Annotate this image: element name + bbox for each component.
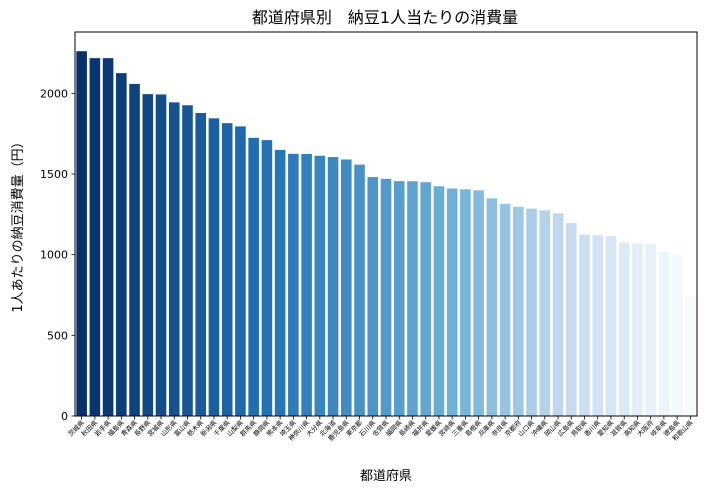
bar [195, 112, 207, 417]
bar [155, 94, 167, 416]
bar [658, 252, 670, 416]
x-axis-ticks: 茨城県秋田県岩手県福島県青森県長野県宮城県山形県富山県栃木県新潟県千葉県山梨県群… [66, 416, 695, 443]
bar [288, 153, 299, 416]
bar [499, 203, 511, 416]
bar [671, 254, 683, 416]
bar [142, 94, 154, 417]
bar [76, 51, 87, 416]
bar [380, 178, 392, 416]
bar [261, 140, 273, 416]
bar [618, 242, 630, 416]
bar [393, 181, 405, 416]
bar [579, 234, 590, 416]
bar [116, 73, 127, 416]
bar [182, 105, 193, 416]
bar [301, 153, 312, 417]
bar [685, 295, 696, 416]
bar [420, 182, 431, 416]
bar [513, 206, 524, 416]
y-axis-ticks: 0 500 1000 1500 2000 [40, 87, 75, 423]
bar [565, 223, 577, 416]
bar [314, 155, 326, 416]
bar [208, 118, 220, 416]
bar [433, 186, 445, 416]
bar [592, 235, 604, 416]
plot-frame [74, 31, 698, 417]
y-tick-label: 0 [61, 410, 68, 423]
bar [605, 235, 617, 416]
bar [446, 188, 458, 416]
y-tick-label: 500 [47, 329, 68, 342]
bar [473, 190, 484, 416]
bar [235, 126, 246, 416]
bar [89, 58, 101, 416]
bar [486, 198, 498, 416]
bar [645, 244, 656, 416]
bar [102, 58, 114, 416]
y-axis-label: 1人あたりの納豆消費量（円） [11, 135, 26, 312]
y-tick-label: 1000 [40, 249, 68, 262]
bar [168, 102, 180, 416]
bar [367, 177, 379, 416]
bar [552, 213, 564, 416]
chart-title: 都道府県別 納豆1人当たりの消費量 [252, 8, 518, 27]
bar [632, 243, 643, 416]
y-tick-label: 1500 [40, 168, 68, 181]
bar [526, 208, 537, 416]
bar [354, 164, 365, 416]
bar [129, 83, 140, 416]
bars-group [76, 51, 696, 417]
bar [539, 210, 551, 416]
bar [248, 137, 259, 416]
bar [407, 181, 418, 416]
bar [460, 189, 471, 416]
y-tick-label: 2000 [40, 87, 68, 100]
bar [221, 123, 233, 416]
bar [274, 149, 286, 416]
x-axis-label: 都道府県 [360, 469, 412, 484]
bar [341, 159, 352, 416]
bar [327, 157, 339, 417]
